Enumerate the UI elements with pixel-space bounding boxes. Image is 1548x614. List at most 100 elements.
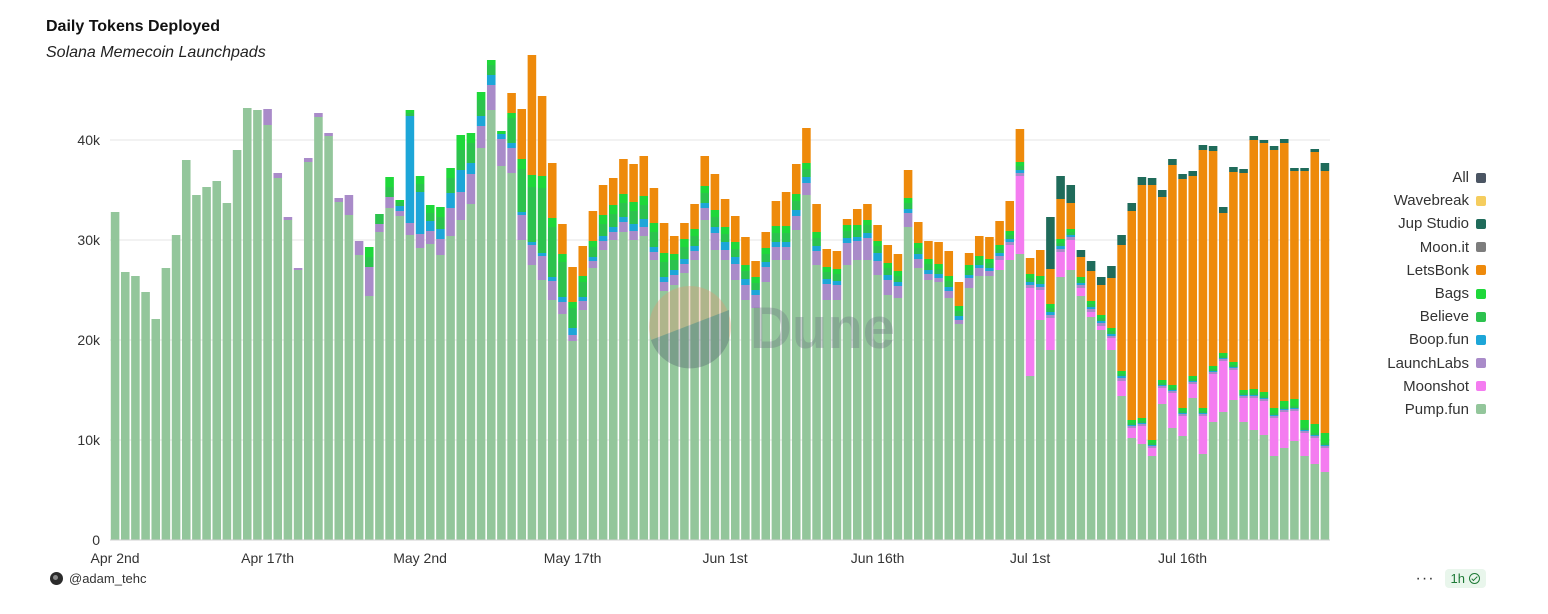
bar-pump: [1056, 277, 1065, 540]
bar-bags: [1035, 276, 1045, 280]
bar-believe: [730, 249, 740, 257]
bar-launchlabs: [1005, 242, 1015, 245]
bar-boop: [710, 227, 720, 233]
bar-believe: [1208, 369, 1218, 371]
bar-bags: [1188, 376, 1198, 379]
bar-bags: [649, 223, 659, 232]
bar-bags: [1208, 366, 1218, 369]
bar-launchlabs: [1117, 378, 1126, 381]
bar-bags: [680, 239, 689, 247]
bar-launchlabs: [415, 234, 425, 248]
bar-letsbonk: [588, 211, 598, 241]
bar-bags: [812, 232, 821, 238]
bar-boop: [1218, 358, 1228, 359]
bar-pump: [1147, 456, 1157, 540]
bar-bags: [436, 207, 445, 217]
bar-launchlabs: [263, 109, 272, 125]
bar-bags: [1096, 315, 1106, 318]
legend-item-letsbonk[interactable]: LetsBonk: [1387, 259, 1486, 282]
bar-pump: [1208, 422, 1218, 540]
bar-moonshot: [1046, 318, 1055, 350]
bar-pump: [181, 160, 191, 540]
bar-letsbonk: [802, 128, 811, 163]
bar-pump: [1025, 376, 1035, 540]
bar-launchlabs: [700, 208, 710, 220]
bar-launchlabs: [1208, 372, 1218, 374]
bar-bags: [1056, 239, 1065, 243]
bar-bags: [781, 226, 791, 233]
bar-believe: [649, 232, 659, 247]
bar-boop: [964, 275, 974, 278]
bar-launchlabs: [822, 284, 832, 300]
legend-swatch: [1476, 218, 1486, 229]
bar-launchlabs: [354, 241, 364, 255]
bar-pump: [425, 244, 435, 540]
legend-item-bags[interactable]: Bags: [1387, 282, 1486, 305]
bar-pump: [1310, 464, 1320, 540]
bar-boop: [832, 281, 842, 285]
bar-boop: [436, 229, 445, 239]
bar-launchlabs: [344, 195, 354, 215]
legend-item-wavebreak[interactable]: Wavebreak: [1387, 189, 1486, 212]
legend-item-believe[interactable]: Believe: [1387, 305, 1486, 328]
bar-bags: [364, 247, 374, 257]
bar-launchlabs: [486, 85, 496, 110]
bar-bags: [924, 259, 933, 264]
legend-item-moonshot[interactable]: Moonshot: [1387, 375, 1486, 398]
bar-letsbonk: [1229, 172, 1238, 362]
bar-bags: [893, 271, 903, 276]
bar-bags: [964, 265, 974, 270]
bar-bags: [690, 229, 699, 236]
legend-item-launchlabs[interactable]: LaunchLabs: [1387, 352, 1486, 375]
legend-item-moonit[interactable]: Moon.it: [1387, 236, 1486, 259]
bar-bags: [913, 243, 923, 248]
legend-item-pump[interactable]: Pump.fun: [1387, 398, 1486, 421]
legend-item-boop[interactable]: Boop.fun: [1387, 328, 1486, 351]
bar-pump: [1239, 422, 1248, 540]
bar-boop: [659, 277, 669, 282]
refresh-badge[interactable]: 1h: [1444, 569, 1486, 588]
bar-launchlabs: [985, 271, 994, 276]
bar-boop: [405, 116, 415, 223]
bar-believe: [598, 224, 608, 236]
bar-bags: [1117, 371, 1126, 374]
bar-launchlabs: [1269, 416, 1279, 418]
bar-bags: [1178, 408, 1187, 411]
bar-pump: [537, 280, 547, 540]
bar-pump: [141, 292, 150, 540]
author-credit[interactable]: @adam_tehc: [50, 571, 147, 586]
bar-bags: [486, 60, 496, 65]
legend-swatch: [1476, 404, 1486, 415]
bar-believe: [395, 202, 405, 206]
bar-pump: [212, 181, 222, 540]
bar-moonshot: [1117, 381, 1126, 396]
bar-bags: [852, 225, 862, 230]
bar-pump: [619, 232, 628, 540]
bar-letsbonk: [883, 245, 893, 263]
bar-pump: [1117, 396, 1126, 540]
refresh-label: 1h: [1450, 571, 1465, 586]
bar-moonshot: [1218, 361, 1228, 412]
bar-launchlabs: [934, 278, 943, 282]
bar-bags: [568, 302, 577, 308]
bar-boop: [466, 163, 476, 174]
bar-launchlabs: [1147, 446, 1157, 448]
bar-letsbonk: [639, 156, 649, 196]
bar-launchlabs: [1239, 396, 1248, 398]
bar-bags: [1239, 390, 1248, 393]
legend-item-jup[interactable]: Jup Studio: [1387, 212, 1486, 235]
bar-letsbonk: [924, 241, 933, 259]
bar-boop: [608, 227, 618, 232]
bar-launchlabs: [1076, 285, 1086, 288]
bar-letsbonk: [547, 163, 557, 218]
legend-item-all[interactable]: All: [1387, 166, 1486, 189]
bar-letsbonk: [873, 225, 882, 241]
bar-launchlabs: [863, 238, 872, 260]
x-tick-label: May 17th: [544, 550, 602, 566]
bar-letsbonk: [751, 261, 760, 277]
more-horizontal-icon[interactable]: ···: [1415, 569, 1435, 587]
bar-boop: [395, 206, 405, 211]
bar-moonshot: [1127, 428, 1137, 438]
bar-letsbonk: [598, 185, 608, 215]
bar-bags: [456, 135, 466, 150]
